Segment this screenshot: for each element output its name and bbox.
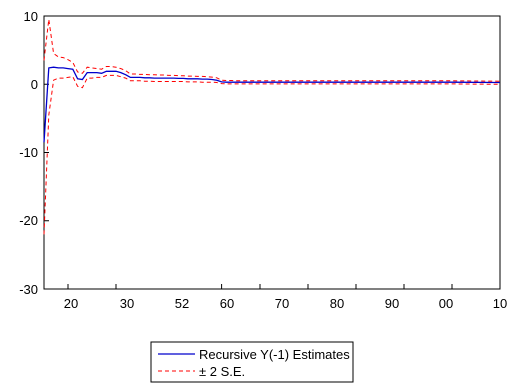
lower-se-band [43,74,501,235]
series-layer [43,19,501,235]
estimates-line [43,66,501,143]
y-tick-label: -30 [19,282,38,297]
upper-se-band [43,19,501,82]
x-tick-label: 60 [220,296,234,311]
x-tick-label: 10 [493,296,507,311]
x-tick-label: 00 [439,296,453,311]
x-tick-label: 90 [385,296,399,311]
x-tick-label: 20 [64,296,78,311]
x-tick-label: 80 [330,296,344,311]
y-tick-label: 0 [31,77,38,92]
legend-box [150,341,354,383]
legend-label-estimates: Recursive Y(-1) Estimates [199,347,350,362]
x-tick-label: 52 [175,296,189,311]
x-tick-label: 70 [275,296,289,311]
y-tick-label: -10 [19,145,38,160]
legend-label-se: ± 2 S.E. [199,364,245,379]
legend: Recursive Y(-1) Estimates ± 2 S.E. [150,341,354,383]
y-tick-label: -20 [19,213,38,228]
y-tick-label: 10 [24,9,38,24]
plot-frame [43,15,501,290]
axis-ticks [44,15,501,290]
x-tick-label: 30 [120,296,134,311]
